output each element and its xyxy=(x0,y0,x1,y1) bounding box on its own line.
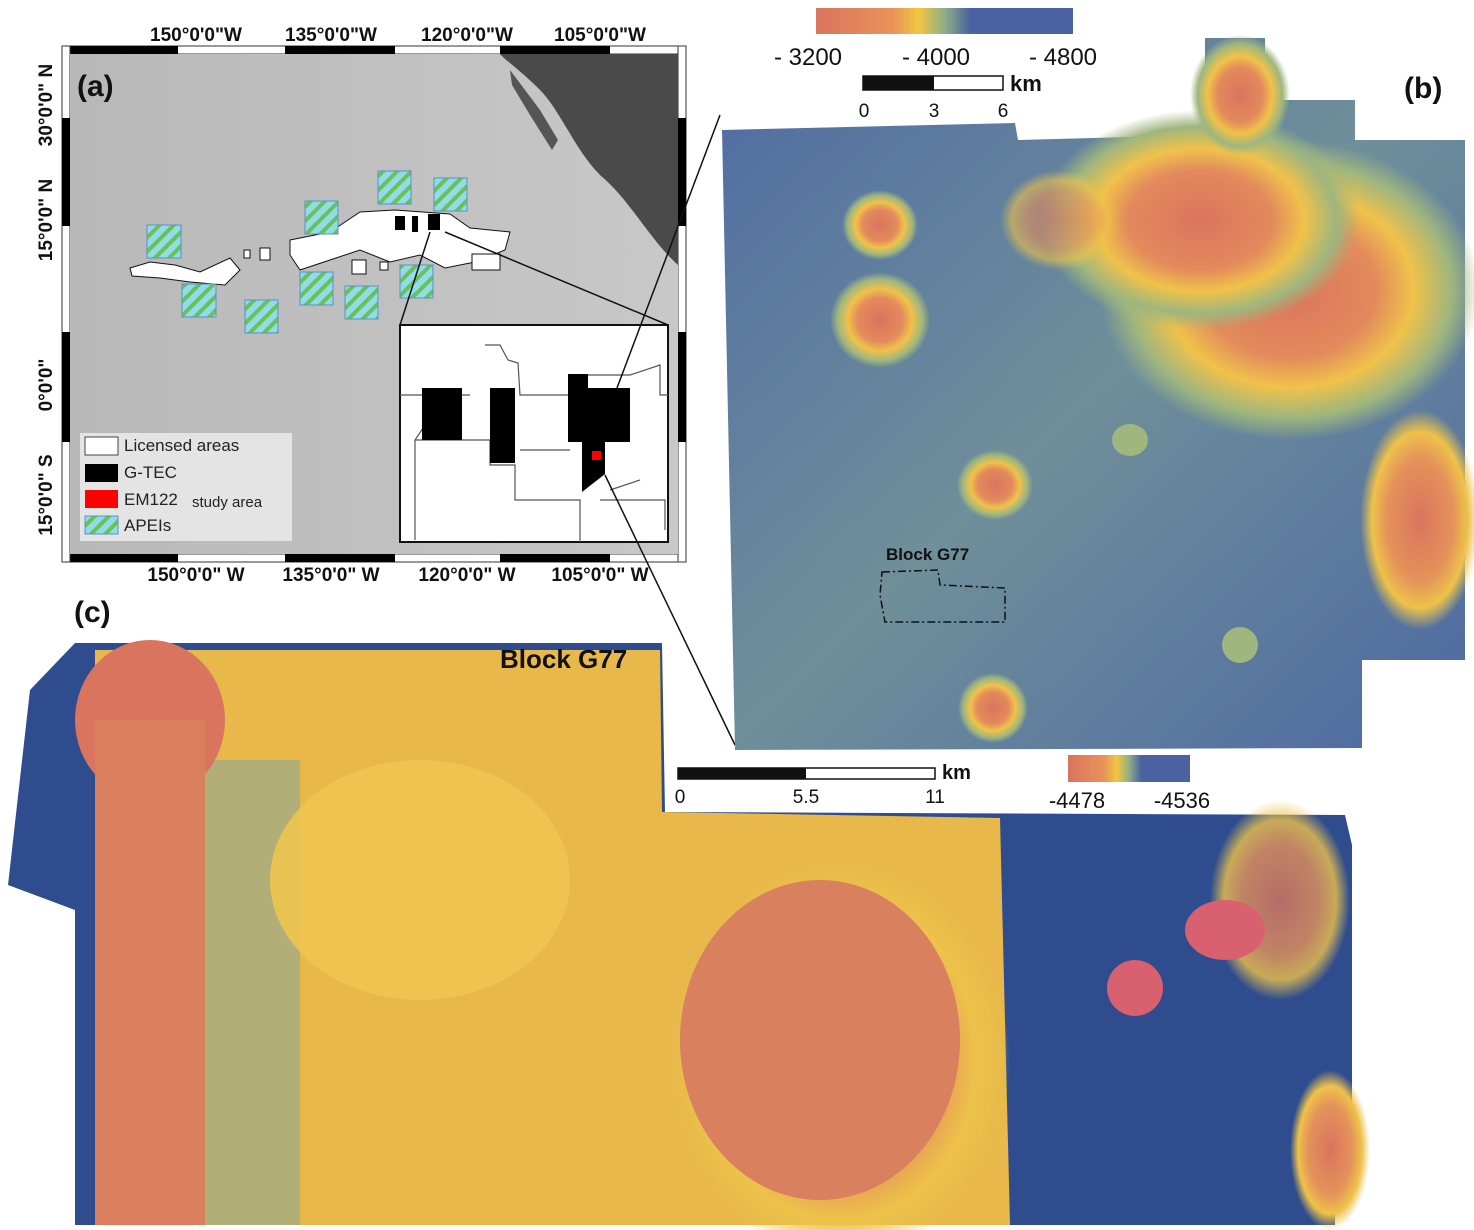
legend-em122: EM122 xyxy=(124,490,178,509)
svg-text:30°0'0" N: 30°0'0" N xyxy=(36,64,57,146)
panel-a-label: (a) xyxy=(77,70,114,103)
panel-c-bathymetry: Block G77 (c) km 0 5.5 11 -4478 -4536 xyxy=(8,596,1370,1230)
svg-text:- 4800: - 4800 xyxy=(1029,44,1097,71)
svg-text:0: 0 xyxy=(859,101,870,122)
svg-text:15°0'0" S: 15°0'0" S xyxy=(36,454,57,535)
svg-text:135°0'0" W: 135°0'0" W xyxy=(282,565,379,586)
depth-colorbar-b: - 3200 - 4000 - 4800 xyxy=(774,8,1097,71)
bottom-axis-labels: 150°0'0" W 135°0'0" W 120°0'0" W 105°0'0… xyxy=(147,565,648,586)
svg-text:150°0'0" W: 150°0'0" W xyxy=(147,565,244,586)
panel-c-label: (c) xyxy=(74,596,111,629)
svg-text:5.5: 5.5 xyxy=(793,787,819,808)
licensed-areas xyxy=(129,209,511,286)
svg-text:- 4000: - 4000 xyxy=(902,44,970,71)
inset-map xyxy=(399,324,669,543)
svg-text:km: km xyxy=(942,762,971,784)
scale-bar-b: km 0 3 6 xyxy=(859,71,1042,122)
em122-study-area-marker xyxy=(592,451,601,460)
map-legend: Licensed areas G-TEC EM122 study area AP… xyxy=(80,433,292,541)
svg-text:-4478: -4478 xyxy=(1049,788,1105,813)
scale-bar-c: km 0 5.5 11 xyxy=(675,762,971,808)
svg-text:km: km xyxy=(1010,71,1042,96)
zoom-connector-lines xyxy=(399,114,736,746)
legend-g-tec: G-TEC xyxy=(124,463,177,482)
legend-apeis: APEIs xyxy=(124,516,171,535)
depth-colorbar-c: -4478 -4536 xyxy=(1049,755,1210,813)
svg-text:- 3200: - 3200 xyxy=(774,44,842,71)
panel-a-location-map: Licensed areas G-TEC EM122 study area AP… xyxy=(36,25,687,586)
legend-study-area: study area xyxy=(192,494,263,511)
svg-text:0: 0 xyxy=(675,787,686,808)
svg-text:105°0'0" W: 105°0'0" W xyxy=(551,565,648,586)
svg-text:-4536: -4536 xyxy=(1154,788,1210,813)
panel-b-bathymetry: Block G77 (b) - 3200 - 4000 - 4800 km 0 … xyxy=(722,8,1474,750)
svg-text:15°0'0" N: 15°0'0" N xyxy=(36,179,57,261)
block-g77-annotation: Block G77 xyxy=(886,545,969,564)
svg-text:120°0'0"W: 120°0'0"W xyxy=(421,25,513,46)
svg-text:0°0'0": 0°0'0" xyxy=(36,359,57,412)
svg-text:105°0'0"W: 105°0'0"W xyxy=(554,25,646,46)
svg-text:11: 11 xyxy=(925,787,945,808)
svg-text:150°0'0"W: 150°0'0"W xyxy=(150,25,242,46)
mexico-coast-landmass xyxy=(500,54,678,265)
baja-california xyxy=(510,70,558,150)
svg-text:6: 6 xyxy=(998,101,1009,122)
svg-text:3: 3 xyxy=(929,101,940,122)
panel-b-label: (b) xyxy=(1404,72,1442,105)
apei-areas xyxy=(146,170,468,334)
legend-licensed-areas: Licensed areas xyxy=(124,436,239,455)
g-tec-areas xyxy=(395,214,440,232)
panel-c-title: Block G77 xyxy=(500,644,627,674)
svg-text:120°0'0" W: 120°0'0" W xyxy=(418,565,515,586)
svg-text:135°0'0"W: 135°0'0"W xyxy=(285,25,377,46)
left-axis-labels: 30°0'0" N 15°0'0" N 0°0'0" 15°0'0" S xyxy=(36,64,57,536)
top-axis-labels: 150°0'0"W 135°0'0"W 120°0'0"W 105°0'0"W xyxy=(150,25,646,46)
